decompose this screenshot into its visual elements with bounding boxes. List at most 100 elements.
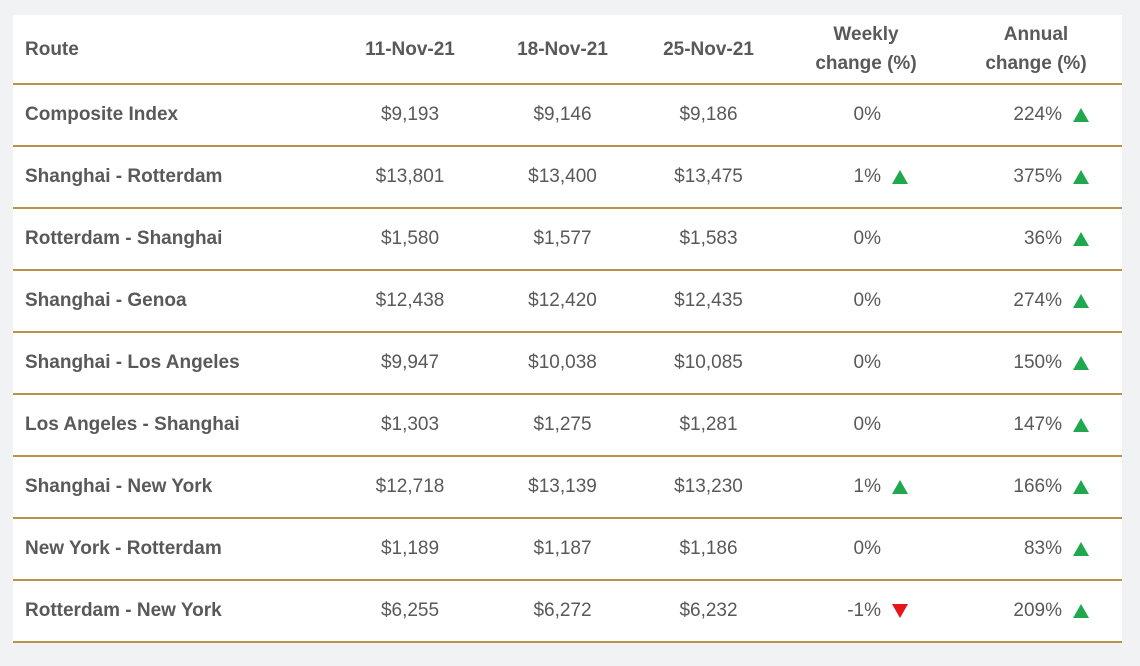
- up-arrow: [1073, 604, 1089, 618]
- up-arrow: [1073, 418, 1089, 432]
- cell-content: 36%: [950, 228, 1122, 250]
- annual-change: 36%: [1023, 228, 1062, 249]
- cell-content: -1%: [782, 600, 950, 622]
- annual-change: 150%: [1013, 352, 1062, 373]
- rate-cell: $1,189: [330, 518, 490, 581]
- header-row: Route 11-Nov-21 18-Nov-21 25-Nov-21 Week…: [13, 15, 1122, 85]
- up-arrow: [892, 170, 908, 184]
- table-row: Shanghai - Los Angeles $9,947 $10,038 $10,0…: [13, 332, 1122, 395]
- cell-content: 375%: [950, 166, 1122, 188]
- table-row: Rotterdam - Shanghai $1,580 $1,577 $1,583 0%…: [13, 208, 1122, 271]
- cell-content: 0%: [782, 104, 950, 126]
- table-row: Shanghai - New York $12,718 $13,139 $13,230…: [13, 456, 1122, 519]
- rate-cell: $1,275: [490, 394, 635, 457]
- table-row: Composite Index $9,193 $9,146 $9,186 0% 224%: [13, 84, 1122, 147]
- weekly-cell: 0%: [782, 332, 950, 395]
- weekly-cell: -1%: [782, 580, 950, 643]
- route-cell: Shanghai - Genoa: [13, 270, 330, 333]
- rate-cell: $9,146: [490, 84, 635, 147]
- up-arrow: [1073, 542, 1089, 556]
- header-cell: Weekly change (%): [782, 15, 950, 85]
- rate-cell: $6,232: [635, 580, 782, 643]
- weekly-change: 0%: [853, 228, 881, 249]
- route-cell: New York - Rotterdam: [13, 518, 330, 581]
- rate-cell: $1,281: [635, 394, 782, 457]
- cell-content: 274%: [950, 290, 1122, 312]
- rate-cell: $12,435: [635, 270, 782, 333]
- rate-cell: $1,303: [330, 394, 490, 457]
- weekly-change: 0%: [853, 538, 881, 559]
- annual-change: 274%: [1013, 290, 1062, 311]
- rate-cell: $10,085: [635, 332, 782, 395]
- table-body: Composite Index $9,193 $9,146 $9,186 0% 224% S…: [13, 84, 1122, 643]
- weekly-change: 0%: [853, 290, 881, 311]
- up-arrow: [1073, 356, 1089, 370]
- weekly-cell: 0%: [782, 270, 950, 333]
- annual-cell: 166%: [950, 456, 1122, 519]
- rate-cell: $12,718: [330, 456, 490, 519]
- annual-change: 166%: [1013, 476, 1062, 497]
- up-arrow: [1073, 294, 1089, 308]
- annual-cell: 83%: [950, 518, 1122, 581]
- weekly-cell: 0%: [782, 208, 950, 271]
- weekly-change: 0%: [853, 414, 881, 435]
- cell-content: 1%: [782, 166, 950, 188]
- down-arrow: [892, 604, 908, 618]
- rate-cell: $6,272: [490, 580, 635, 643]
- annual-cell: 224%: [950, 84, 1122, 147]
- annual-cell: 274%: [950, 270, 1122, 333]
- cell-content: 209%: [950, 600, 1122, 622]
- header-text: Weekly change (%): [815, 24, 917, 74]
- weekly-cell: 0%: [782, 84, 950, 147]
- cell-content: 0%: [782, 290, 950, 312]
- rate-cell: $13,139: [490, 456, 635, 519]
- cell-content: 1%: [782, 476, 950, 498]
- route-cell: Shanghai - New York: [13, 456, 330, 519]
- annual-cell: 36%: [950, 208, 1122, 271]
- rate-cell: $1,583: [635, 208, 782, 271]
- weekly-change: 0%: [853, 352, 881, 373]
- annual-change: 375%: [1013, 166, 1062, 187]
- rate-cell: $1,187: [490, 518, 635, 581]
- cell-content: 166%: [950, 476, 1122, 498]
- cell-content: 0%: [782, 414, 950, 436]
- annual-change: 209%: [1013, 600, 1062, 621]
- rate-cell: $13,230: [635, 456, 782, 519]
- header-cell: Annual change (%): [950, 15, 1122, 85]
- rate-cell: $13,801: [330, 146, 490, 209]
- cell-content: 147%: [950, 414, 1122, 436]
- rate-cell: $13,400: [490, 146, 635, 209]
- header-cell: 25-Nov-21: [635, 15, 782, 85]
- weekly-change: 1%: [853, 476, 881, 497]
- weekly-change: 1%: [853, 166, 881, 187]
- weekly-change: -1%: [847, 600, 881, 621]
- header-text: Annual change (%): [985, 24, 1087, 74]
- rate-cell: $9,186: [635, 84, 782, 147]
- table-row: Los Angeles - Shanghai $1,303 $1,275 $1,281…: [13, 394, 1122, 457]
- rate-cell: $1,577: [490, 208, 635, 271]
- rate-cell: $9,947: [330, 332, 490, 395]
- up-arrow: [1073, 108, 1089, 122]
- route-cell: Los Angeles - Shanghai: [13, 394, 330, 457]
- up-arrow: [1073, 480, 1089, 494]
- header-cell: Route: [13, 15, 330, 85]
- cell-content: 0%: [782, 352, 950, 374]
- table-row: New York - Rotterdam $1,189 $1,187 $1,186 0%…: [13, 518, 1122, 581]
- rate-cell: $1,186: [635, 518, 782, 581]
- route-cell: Rotterdam - New York: [13, 580, 330, 643]
- annual-cell: 209%: [950, 580, 1122, 643]
- annual-cell: 375%: [950, 146, 1122, 209]
- annual-change: 83%: [1023, 538, 1062, 559]
- table-row: Shanghai - Rotterdam $13,801 $13,400 $13,47…: [13, 146, 1122, 209]
- route-cell: Rotterdam - Shanghai: [13, 208, 330, 271]
- route-cell: Composite Index: [13, 84, 330, 147]
- rate-cell: $10,038: [490, 332, 635, 395]
- cell-content: 0%: [782, 228, 950, 250]
- annual-cell: 150%: [950, 332, 1122, 395]
- up-arrow: [1073, 170, 1089, 184]
- cell-content: 83%: [950, 538, 1122, 560]
- annual-change: 224%: [1013, 104, 1062, 125]
- rate-cell: $13,475: [635, 146, 782, 209]
- cell-content: 150%: [950, 352, 1122, 374]
- table-panel: Route 11-Nov-21 18-Nov-21 25-Nov-21 Week…: [13, 15, 1122, 643]
